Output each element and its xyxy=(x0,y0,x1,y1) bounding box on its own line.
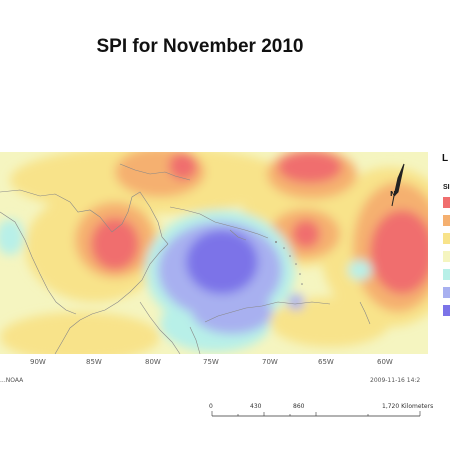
moderately-wet-east xyxy=(348,260,372,280)
legend-swatch xyxy=(443,269,450,280)
legend-swatch xyxy=(443,215,450,226)
legend-swatch xyxy=(443,251,450,262)
legend-swatch xyxy=(443,197,450,208)
timestamp: 2009-11-16 14:2 xyxy=(370,377,421,384)
lon-label: 85W xyxy=(86,358,102,366)
islands xyxy=(275,241,303,285)
lon-label: 90W xyxy=(30,358,46,366)
legend-title: L xyxy=(442,153,449,164)
extreme-dry-central xyxy=(292,220,320,248)
legend-swatch xyxy=(443,233,450,244)
extreme-dry-north xyxy=(169,152,197,180)
north-arrow xyxy=(391,163,405,207)
scale-label: 0 xyxy=(209,403,213,410)
lon-label: 80W xyxy=(145,358,161,366)
dry-zone-south xyxy=(0,312,160,354)
very-wet-east xyxy=(288,294,304,310)
lon-label: 60W xyxy=(377,358,393,366)
lon-label: 65W xyxy=(318,358,334,366)
coastlines xyxy=(0,163,371,354)
spi-map xyxy=(0,152,428,354)
scale-label: 430 xyxy=(250,403,262,410)
extreme-dry-northeast xyxy=(278,152,342,183)
lon-label: 75W xyxy=(203,358,219,366)
legend-subtitle: SI xyxy=(443,184,450,191)
scale-label: 1,720 Kilometers xyxy=(382,403,434,410)
extreme-dry-east xyxy=(370,210,428,294)
scale-bar xyxy=(211,411,421,417)
legend-swatch xyxy=(443,305,450,316)
dry-zone-southeast xyxy=(270,297,390,347)
lon-label: 70W xyxy=(262,358,278,366)
extreme-dry-west xyxy=(91,218,139,270)
scale-label: 860 xyxy=(293,403,305,410)
extreme-wet-center xyxy=(186,230,258,294)
legend-swatch xyxy=(443,287,450,298)
credit-text: ...NOAA xyxy=(0,377,24,384)
map-title: SPI for November 2010 xyxy=(96,36,304,57)
north-arrow-label: N xyxy=(390,190,396,198)
